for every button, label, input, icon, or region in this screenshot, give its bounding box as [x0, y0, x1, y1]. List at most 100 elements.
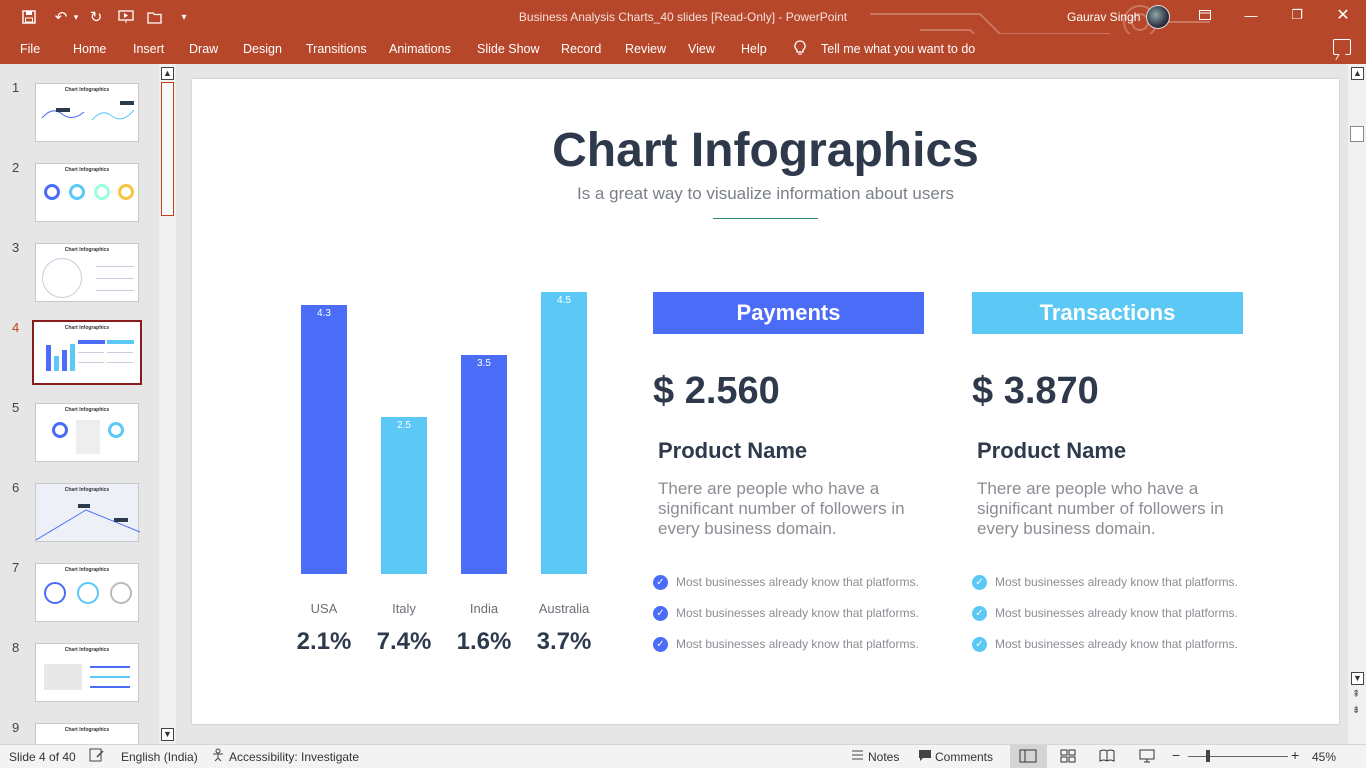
slideshow-view-icon[interactable]: [1138, 748, 1156, 764]
card-price[interactable]: $ 2.560: [653, 370, 780, 412]
thumb-number: 6: [12, 480, 20, 495]
slide-thumbnail-2[interactable]: Chart Infographics: [35, 163, 139, 222]
comments-status-icon[interactable]: [918, 749, 932, 765]
card-header-transactions[interactable]: Transactions: [972, 292, 1243, 334]
tab-help[interactable]: Help: [741, 42, 767, 56]
card-description[interactable]: There are people who have a significant …: [658, 479, 905, 538]
bullet-text: Most businesses already know that platfo…: [995, 637, 1238, 651]
slide-thumbnail-8[interactable]: Chart Infographics: [35, 643, 139, 702]
comments-button[interactable]: Comments: [935, 750, 994, 764]
slide-thumbnail-5[interactable]: Chart Infographics: [35, 403, 139, 462]
thumb-ring: [118, 184, 134, 200]
thumbnails-scrollbar[interactable]: ▲ ▼: [159, 64, 176, 744]
open-icon[interactable]: [141, 0, 169, 34]
save-icon[interactable]: [15, 0, 43, 34]
slide-scrollbar[interactable]: ▲ ▼ ⇞ ⇟: [1348, 64, 1366, 744]
undo-icon[interactable]: ↶: [54, 9, 68, 26]
check-icon: ✓: [653, 605, 668, 621]
tab-transitions[interactable]: Transitions: [306, 42, 367, 56]
tab-home[interactable]: Home: [73, 42, 107, 56]
accessibility-icon[interactable]: [210, 748, 226, 765]
slide-counter[interactable]: Slide 4 of 40: [9, 750, 76, 764]
scroll-down-arrow-icon[interactable]: ▼: [161, 728, 174, 741]
ribbon-display-icon[interactable]: [1182, 0, 1228, 30]
tab-draw[interactable]: Draw: [189, 42, 219, 56]
reading-view-icon[interactable]: [1098, 748, 1116, 764]
chart-bar[interactable]: [301, 304, 347, 574]
notes-button[interactable]: Notes: [868, 750, 900, 764]
scrollbar-thumb[interactable]: [1350, 126, 1364, 142]
card-bullet[interactable]: ✓ Most businesses already know that platf…: [972, 636, 1238, 652]
card-bullet[interactable]: ✓ Most businesses already know that platf…: [972, 574, 1238, 590]
slide-thumbnail-3[interactable]: Chart Infographics: [35, 243, 139, 302]
redo-icon[interactable]: ↻: [89, 9, 103, 26]
tab-design[interactable]: Design: [243, 42, 282, 56]
bullet-text: Most businesses already know that platfo…: [995, 606, 1238, 620]
card-description[interactable]: There are people who have a significant …: [977, 479, 1224, 538]
zoom-slider[interactable]: [1188, 756, 1288, 757]
scroll-up-arrow-icon[interactable]: ▲: [1351, 67, 1364, 80]
lightbulb-icon: [794, 40, 806, 59]
tab-animations[interactable]: Animations: [389, 42, 451, 56]
slide-subtitle[interactable]: Is a great way to visualize information …: [576, 184, 955, 203]
user-name[interactable]: Gaurav Singh: [1067, 10, 1141, 24]
slide-thumbnail-7[interactable]: Chart Infographics: [35, 563, 139, 622]
thumb-number: 8: [12, 640, 20, 655]
present-icon[interactable]: [112, 0, 140, 34]
zoom-slider-knob[interactable]: [1206, 750, 1210, 762]
tab-view[interactable]: View: [688, 42, 715, 56]
card-price[interactable]: $ 3.870: [972, 370, 1099, 412]
zoom-out-icon[interactable]: −: [1172, 747, 1181, 763]
slide-thumbnail-1[interactable]: Chart Infographics: [35, 83, 139, 142]
chart-bar[interactable]: [381, 417, 427, 574]
tab-insert[interactable]: Insert: [133, 42, 165, 56]
thumb-box: [76, 420, 100, 454]
tab-record[interactable]: Record: [561, 42, 602, 56]
thumb-bar: [46, 345, 51, 371]
slide-thumbnail-9[interactable]: Chart Infographics: [35, 723, 139, 744]
zoom-level[interactable]: 45%: [1312, 750, 1337, 764]
chart-bar[interactable]: [461, 354, 507, 574]
tab-file[interactable]: File: [20, 42, 41, 56]
close-icon[interactable]: ✕: [1336, 7, 1350, 24]
restore-icon[interactable]: ❐: [1291, 7, 1303, 22]
thumb-number: 4: [12, 320, 20, 335]
card-bullet[interactable]: ✓ Most businesses already know that platf…: [653, 574, 919, 590]
thumb-bar: [54, 356, 59, 371]
thumb-number: 9: [12, 720, 20, 735]
chart-bar[interactable]: [541, 292, 587, 574]
card-bullet[interactable]: ✓ Most businesses already know that platf…: [653, 605, 919, 621]
avatar[interactable]: [1146, 5, 1170, 29]
slide-thumbnail-4[interactable]: Chart Infographics: [32, 320, 142, 385]
minimize-icon[interactable]: —: [1244, 7, 1258, 23]
normal-view-icon[interactable]: [1019, 748, 1037, 764]
notes-icon[interactable]: [851, 749, 864, 764]
category-label: Australia: [538, 601, 590, 616]
card-bullet[interactable]: ✓ Most businesses already know that platf…: [972, 605, 1238, 621]
scroll-up-arrow-icon[interactable]: ▲: [161, 67, 174, 80]
slide-thumbnail-6[interactable]: Chart Infographics: [35, 483, 140, 542]
comments-icon[interactable]: [1333, 39, 1351, 55]
undo-dropdown-icon[interactable]: ▾: [73, 11, 79, 22]
language-indicator[interactable]: English (India): [121, 750, 198, 764]
scrollbar-thumb[interactable]: [161, 82, 174, 216]
customize-icon[interactable]: ▾: [181, 11, 187, 23]
tell-me-search[interactable]: Tell me what you want to do: [821, 42, 976, 56]
zoom-in-icon[interactable]: +: [1291, 747, 1300, 763]
card-product-name[interactable]: Product Name: [658, 438, 808, 463]
thumb-header: [78, 340, 105, 344]
tab-review[interactable]: Review: [625, 42, 666, 56]
card-bullet[interactable]: ✓ Most businesses already know that platf…: [653, 636, 919, 652]
card-header-payments[interactable]: Payments: [653, 292, 924, 334]
tab-slide-show[interactable]: Slide Show: [477, 42, 540, 56]
slide-sorter-icon[interactable]: [1059, 748, 1077, 764]
card-product-name[interactable]: Product Name: [977, 438, 1127, 463]
accessibility-status[interactable]: Accessibility: Investigate: [229, 750, 360, 764]
previous-slide-icon[interactable]: ⇞: [1352, 689, 1361, 700]
bar-chart[interactable]: 4.3 USA 2.1% 2.5 Italy 7.4% 3.5 India 1.6% 4.5 Aus…: [282, 279, 612, 669]
spell-check-icon[interactable]: [89, 748, 105, 765]
slide-canvas[interactable]: Chart Infographics Is a great way to vis…: [192, 79, 1339, 724]
scroll-down-arrow-icon[interactable]: ▼: [1351, 672, 1364, 685]
next-slide-icon[interactable]: ⇟: [1352, 705, 1361, 716]
slide-title[interactable]: Chart Infographics: [552, 124, 979, 177]
